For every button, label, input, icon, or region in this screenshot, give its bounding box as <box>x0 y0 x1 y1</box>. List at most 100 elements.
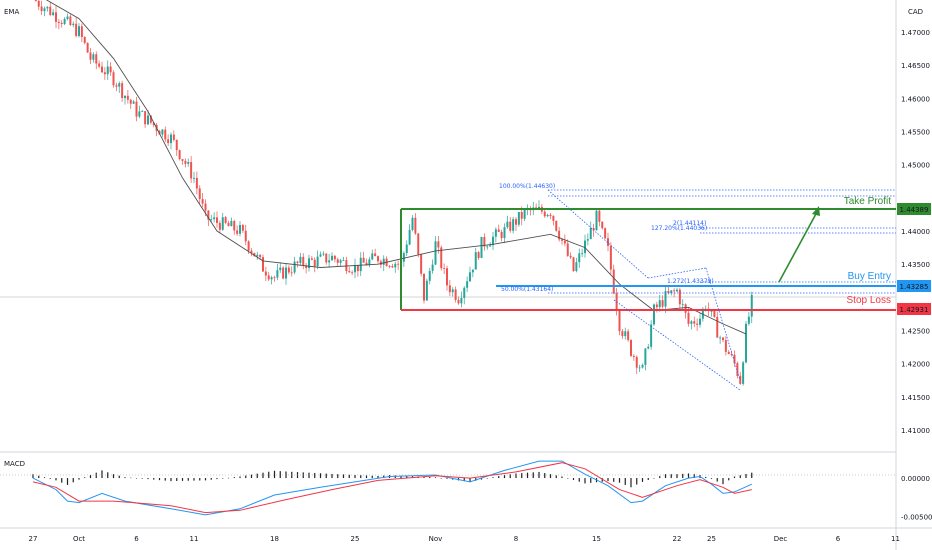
price-tick-label: 1.41500 <box>901 394 930 402</box>
candle-body <box>109 66 112 73</box>
price-axis[interactable]: 1.47000 1.46500 1.46000 1.45500 1.45000 1.440… <box>901 29 930 435</box>
candle-body <box>431 264 434 271</box>
macd-hist-bar <box>492 477 494 479</box>
candle-body <box>750 294 753 317</box>
candle-body <box>308 258 310 269</box>
candle-body <box>181 159 184 161</box>
macd-hist-bar <box>227 477 230 479</box>
candle-body <box>635 356 638 368</box>
macd-hist-bar <box>716 478 718 482</box>
candle-body <box>575 262 578 272</box>
candle-body <box>333 255 336 260</box>
macd-hist-bar <box>256 473 258 479</box>
macd-hist-bar <box>164 478 166 481</box>
candle-body <box>644 348 647 365</box>
macd-hist-bar <box>423 476 425 479</box>
macd-hist-bar <box>486 478 488 479</box>
candle-body <box>98 63 101 67</box>
macd-hist-bar <box>95 472 97 479</box>
candle-body <box>486 246 489 248</box>
macd-hist-bar <box>572 478 575 480</box>
macd-hist-bar <box>705 476 707 479</box>
price-tick-label: 1.47000 <box>901 29 930 37</box>
candle-body <box>167 139 170 144</box>
candle-body <box>40 6 43 12</box>
candle-body <box>417 233 420 255</box>
candle-body <box>684 304 687 313</box>
candle-body <box>299 256 302 263</box>
candle-body <box>477 252 480 258</box>
macd-hist-bar <box>118 475 120 479</box>
fib-trend-2 <box>647 267 707 279</box>
time-axis[interactable]: 27 Oct 6 11 18 25 Nov 8 15 22 25 Dec 6 11 <box>29 535 900 543</box>
candle-body <box>446 268 448 286</box>
candle-body <box>563 240 566 244</box>
candle-body <box>336 259 339 263</box>
candle-body <box>221 217 224 230</box>
macd-hist-bar <box>233 477 235 479</box>
candle-body <box>204 203 207 211</box>
macd-hist-bar <box>664 474 667 479</box>
fib-trend-1 <box>547 189 649 279</box>
candle-body <box>69 16 72 25</box>
macd-tick-label: -0.00500 <box>901 513 932 521</box>
macd-hist-bar <box>630 478 632 488</box>
currency-label[interactable]: CAD <box>908 8 923 16</box>
macd-hist-bar <box>176 478 178 481</box>
candle-body <box>667 291 670 294</box>
macd-hist-bar <box>676 474 678 479</box>
candle-body <box>285 267 287 279</box>
buy-entry-value: 1.43285 <box>900 283 929 291</box>
candle-body <box>454 289 457 301</box>
candle-body <box>52 12 55 16</box>
candle-body <box>483 236 486 247</box>
candle-body <box>397 263 400 265</box>
macd-hist-bar <box>429 477 431 479</box>
candle-body <box>469 272 471 282</box>
macd-hist-bar <box>463 478 465 482</box>
candle-body <box>49 6 52 16</box>
macd-hist-bar <box>377 476 379 479</box>
candle-body <box>601 221 604 229</box>
price-tick-label: 1.42500 <box>901 328 930 336</box>
candle-body <box>190 162 193 179</box>
candle-body <box>216 217 218 223</box>
macd-hist-bar <box>469 478 471 482</box>
macd-hist-bar <box>124 477 126 479</box>
macd-hist-bar <box>89 474 92 479</box>
candle-body <box>655 304 658 308</box>
macd-hist-bar <box>204 478 207 481</box>
candle-body <box>736 363 739 376</box>
candle-body <box>175 139 178 151</box>
candle-body <box>569 255 572 258</box>
macd-hist-bar <box>653 478 655 479</box>
candle-body <box>463 287 466 298</box>
time-tick-label: 22 <box>673 535 682 543</box>
price-tick-label: 1.44000 <box>901 228 930 236</box>
candle-body <box>331 255 333 261</box>
candle-body <box>89 52 92 60</box>
macd-hist-bar <box>250 474 253 479</box>
candle-body <box>66 16 69 20</box>
macd-hist-bar <box>331 473 333 479</box>
macd-hist-bar <box>273 470 276 479</box>
macd-hist-bar <box>751 472 753 479</box>
macd-axis[interactable]: 0.00000 -0.00500 <box>901 475 932 521</box>
candle-body <box>164 129 167 140</box>
candle-body <box>195 177 198 189</box>
candle-body <box>584 240 586 254</box>
candle-body <box>391 266 394 268</box>
candle-body <box>207 210 210 220</box>
macd-hist-bar <box>268 471 270 479</box>
time-tick-label: 11 <box>190 535 199 543</box>
candle-body <box>612 269 615 294</box>
candle-body <box>34 0 37 1</box>
macd-hist-bar <box>567 478 569 479</box>
macd-hist-bar <box>43 477 46 479</box>
candle-body <box>296 261 299 263</box>
candle-body <box>716 316 719 338</box>
candle-body <box>520 211 523 219</box>
candle-body <box>198 188 201 200</box>
fibonacci-group <box>547 189 896 391</box>
